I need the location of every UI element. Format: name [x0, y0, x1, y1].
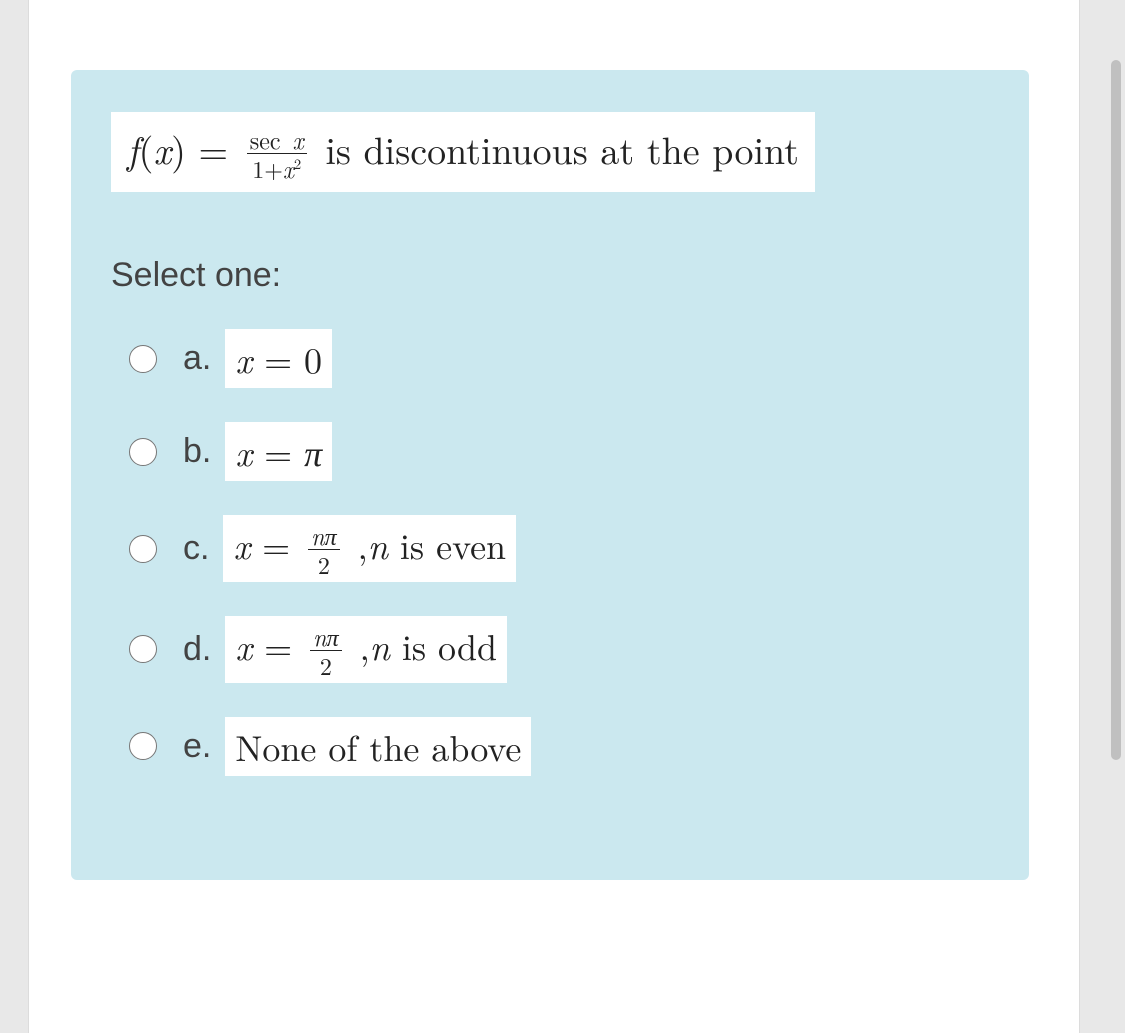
select-one-label: Select one:	[111, 256, 989, 295]
option-letter: d.	[183, 630, 211, 669]
option-e-text: None of the above	[225, 717, 531, 776]
option-d[interactable]: d. x = nπ2 ,n is odd	[111, 616, 989, 683]
option-a[interactable]: a. x = 0	[111, 329, 989, 388]
option-letter: c.	[183, 529, 209, 568]
page: f(x) = sec x 1+x2 is discontinuous at th…	[0, 0, 1125, 1033]
vertical-scrollbar[interactable]	[1109, 0, 1123, 1033]
option-c[interactable]: c. x = nπ2 ,n is even	[111, 515, 989, 582]
option-b-text: x = π	[225, 422, 332, 481]
option-d-text: x = nπ2 ,n is odd	[225, 616, 507, 683]
option-letter: b.	[183, 432, 211, 471]
radio-a[interactable]	[129, 345, 157, 373]
question-panel: f(x) = sec x 1+x2 is discontinuous at th…	[71, 70, 1029, 880]
option-a-text: x = 0	[225, 329, 332, 388]
radio-b[interactable]	[129, 438, 157, 466]
option-b[interactable]: b. x = π	[111, 422, 989, 481]
question-math: f(x) = sec x 1+x2 is discontinuous at th…	[111, 112, 815, 192]
option-e[interactable]: e. None of the above	[111, 717, 989, 776]
question-text: f(x) = sec x 1+x2 is discontinuous at th…	[111, 112, 989, 192]
option-letter: a.	[183, 339, 211, 378]
radio-c[interactable]	[129, 535, 157, 563]
radio-e[interactable]	[129, 732, 157, 760]
option-c-text: x = nπ2 ,n is even	[223, 515, 516, 582]
fraction: sec x 1+x2	[247, 127, 307, 180]
radio-d[interactable]	[129, 635, 157, 663]
content-card: f(x) = sec x 1+x2 is discontinuous at th…	[28, 0, 1080, 1033]
option-letter: e.	[183, 727, 211, 766]
scrollbar-thumb[interactable]	[1111, 60, 1121, 760]
